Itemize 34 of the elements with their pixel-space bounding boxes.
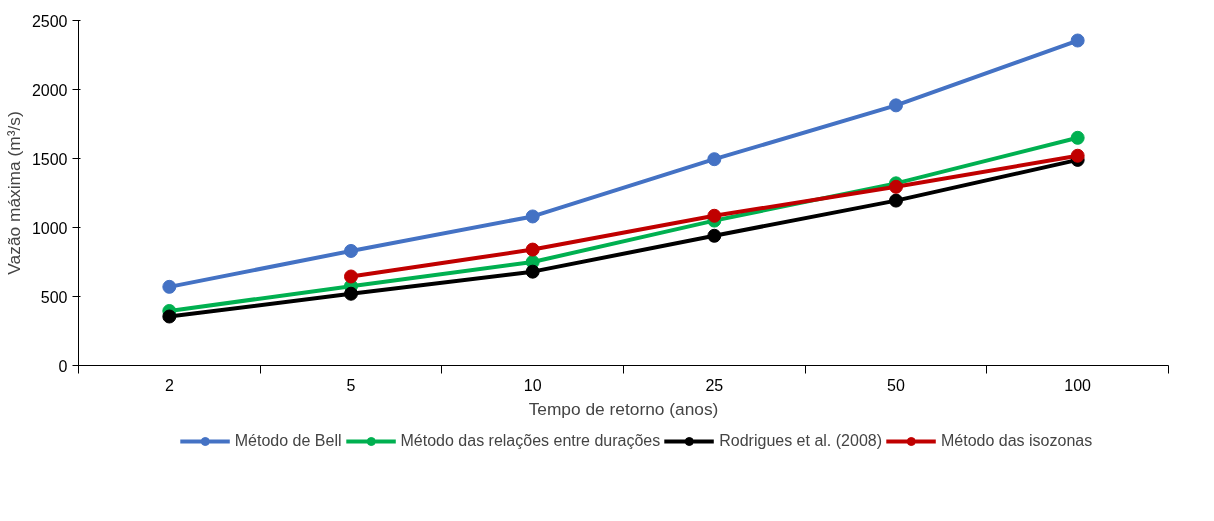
y-axis-title: Vazão máxima (m³/s) — [3, 111, 24, 275]
point — [162, 279, 177, 294]
point — [344, 269, 358, 284]
y-tick-label: 500 — [40, 288, 68, 306]
y-tick-label: 2500 — [31, 12, 68, 30]
legend-label: Método das isozonas — [941, 432, 1093, 450]
point — [707, 208, 722, 223]
x-tick-label: 2 — [164, 376, 174, 394]
point — [1070, 148, 1085, 163]
x-tick-label: 25 — [705, 376, 724, 394]
x-tick-label: 100 — [1064, 376, 1092, 394]
point — [525, 264, 540, 279]
legend-label: Método das relações entre durações — [400, 432, 661, 450]
point — [1070, 130, 1085, 145]
point — [1070, 33, 1085, 48]
y-tick-label: 1000 — [31, 219, 68, 237]
point — [707, 152, 722, 167]
legend-label: Método de Bell — [234, 432, 342, 450]
point — [889, 98, 903, 113]
point — [525, 209, 540, 224]
x-tick-label: 50 — [887, 376, 905, 394]
y-tick-label: 1500 — [31, 150, 68, 168]
point — [707, 228, 722, 243]
point — [162, 309, 177, 324]
x-tick-label: 5 — [346, 376, 356, 394]
point — [525, 242, 540, 257]
x-tick-label: 10 — [523, 376, 542, 394]
point — [889, 193, 903, 208]
y-tick-label: 2000 — [31, 81, 68, 99]
point — [344, 286, 358, 301]
y-tick-label: 0 — [58, 357, 68, 375]
legend-label: Rodrigues et al. (2008) — [719, 432, 883, 450]
point — [344, 243, 358, 258]
x-axis-title: Tempo de retorno (anos) — [528, 398, 719, 419]
